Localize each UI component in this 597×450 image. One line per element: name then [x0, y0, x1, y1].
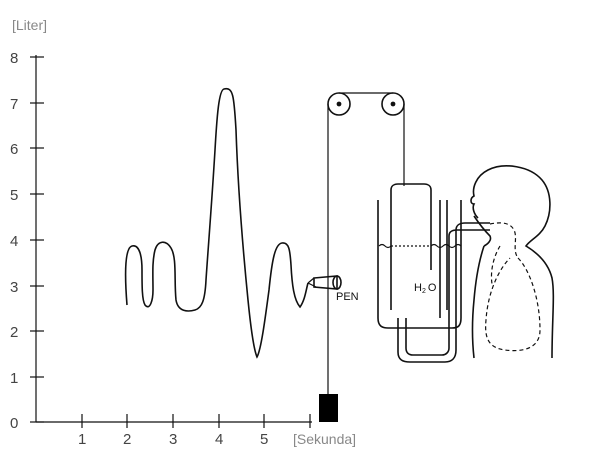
y-tick-label: 3	[10, 279, 18, 296]
x-tick-label: 5	[260, 431, 268, 448]
lung-inner-line	[490, 245, 501, 285]
pen	[313, 275, 342, 290]
face-chin	[473, 215, 492, 247]
lung-outline	[485, 257, 541, 352]
pulley-left-axle	[336, 101, 342, 107]
water-label: H2 O	[414, 282, 437, 295]
spirometer: H2 O	[377, 183, 462, 329]
pulley-right-axle	[390, 101, 396, 107]
counterweight	[319, 394, 338, 422]
human-figure	[470, 165, 555, 359]
floating-bell	[390, 183, 432, 310]
pen-label: PEN	[336, 291, 359, 303]
hose-outer	[397, 222, 490, 363]
y-tick-label: 5	[10, 187, 18, 204]
y-tick-label: 2	[10, 324, 18, 341]
body-front	[471, 245, 485, 359]
spirogram-trace	[124, 87, 309, 359]
x-tick-label: 2	[123, 431, 131, 448]
water-tank	[377, 200, 462, 329]
breathing-hose	[397, 222, 490, 363]
y-tick-label: 7	[10, 96, 18, 113]
pulley-system	[327, 92, 405, 395]
x-tick-labels: 1 2 3 4 5	[78, 431, 268, 448]
y-tick-label: 4	[10, 233, 18, 250]
head-outline	[470, 165, 555, 359]
y-tick-label: 0	[10, 415, 18, 432]
x-tick-label: 4	[215, 431, 223, 448]
y-tick-labels: 0 1 2 3 4 5 6 7 8	[10, 50, 18, 432]
x-tick-marks	[81, 414, 311, 428]
x-tick-label: 1	[78, 431, 86, 448]
x-tick-label: 3	[169, 431, 177, 448]
y-tick-label: 6	[10, 141, 18, 158]
x-axis-unit-label: [Sekunda]	[293, 431, 356, 447]
pen-cap	[332, 275, 342, 290]
y-tick-label: 1	[10, 370, 18, 387]
airway	[489, 222, 519, 259]
y-tick-marks	[30, 56, 44, 423]
y-axis-unit-label: [Liter]	[12, 17, 47, 33]
y-tick-label: 8	[10, 50, 18, 67]
hose-inner	[405, 229, 490, 356]
